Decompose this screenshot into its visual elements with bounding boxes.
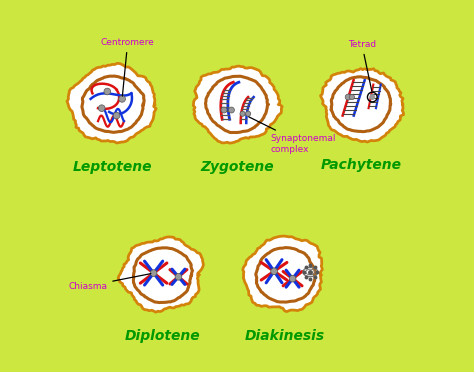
- Text: Centromere: Centromere: [101, 38, 155, 96]
- Circle shape: [150, 270, 157, 276]
- Circle shape: [175, 273, 182, 280]
- Text: Synaptonemal
complex: Synaptonemal complex: [249, 117, 336, 154]
- Circle shape: [370, 95, 374, 99]
- Polygon shape: [118, 237, 203, 312]
- Circle shape: [119, 96, 126, 102]
- Circle shape: [113, 112, 120, 119]
- Polygon shape: [243, 236, 322, 312]
- Circle shape: [228, 107, 235, 113]
- Circle shape: [345, 94, 351, 100]
- Circle shape: [289, 275, 296, 282]
- Polygon shape: [67, 63, 156, 143]
- Polygon shape: [206, 76, 268, 132]
- Text: Leptotene: Leptotene: [73, 160, 153, 174]
- Text: Diplotene: Diplotene: [125, 329, 201, 343]
- Circle shape: [104, 88, 110, 95]
- Polygon shape: [331, 77, 391, 132]
- Polygon shape: [193, 66, 282, 143]
- Text: Pachytene: Pachytene: [320, 158, 401, 172]
- Polygon shape: [133, 248, 192, 302]
- Circle shape: [221, 107, 227, 113]
- Text: Zygotene: Zygotene: [200, 160, 274, 174]
- Circle shape: [349, 94, 355, 100]
- Polygon shape: [320, 68, 403, 142]
- Text: Chiasma: Chiasma: [68, 274, 151, 291]
- Circle shape: [99, 105, 105, 112]
- Text: Diakinesis: Diakinesis: [245, 329, 325, 343]
- Text: Tetrad: Tetrad: [348, 40, 376, 91]
- Polygon shape: [82, 76, 144, 132]
- Circle shape: [240, 111, 245, 116]
- Circle shape: [271, 268, 277, 275]
- Polygon shape: [256, 248, 315, 302]
- Circle shape: [246, 111, 251, 116]
